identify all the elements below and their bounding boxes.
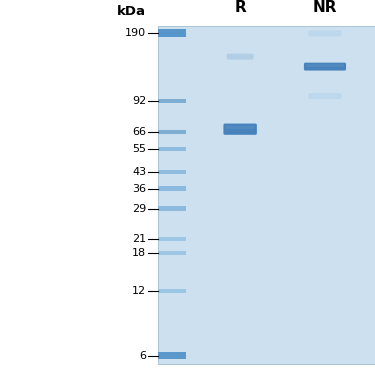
FancyBboxPatch shape (308, 93, 342, 99)
FancyBboxPatch shape (224, 124, 257, 135)
Bar (158, 289, 186, 293)
Text: 36: 36 (132, 183, 146, 194)
Text: kDa: kDa (117, 5, 146, 18)
Text: 21: 21 (132, 234, 146, 244)
FancyBboxPatch shape (308, 30, 342, 36)
Bar (158, 147, 186, 151)
Bar (158, 130, 186, 134)
Bar (158, 186, 186, 191)
Text: 6: 6 (139, 351, 146, 361)
Text: 92: 92 (132, 96, 146, 106)
Bar (158, 237, 186, 241)
Bar (158, 99, 186, 103)
FancyBboxPatch shape (306, 64, 344, 67)
Text: 12: 12 (132, 286, 146, 296)
Bar (158, 26, 375, 364)
Text: R: R (234, 0, 246, 15)
Bar (158, 206, 186, 211)
Text: 55: 55 (132, 144, 146, 154)
Bar (158, 170, 186, 174)
FancyBboxPatch shape (304, 63, 346, 70)
Bar (158, 251, 186, 255)
Bar (158, 29, 186, 38)
FancyBboxPatch shape (226, 54, 254, 60)
FancyBboxPatch shape (226, 126, 255, 129)
Text: 66: 66 (132, 127, 146, 137)
Text: 29: 29 (132, 204, 146, 214)
Bar (158, 352, 186, 359)
Text: 43: 43 (132, 167, 146, 177)
Text: 190: 190 (125, 28, 146, 38)
Text: 18: 18 (132, 248, 146, 258)
Text: NR: NR (313, 0, 337, 15)
